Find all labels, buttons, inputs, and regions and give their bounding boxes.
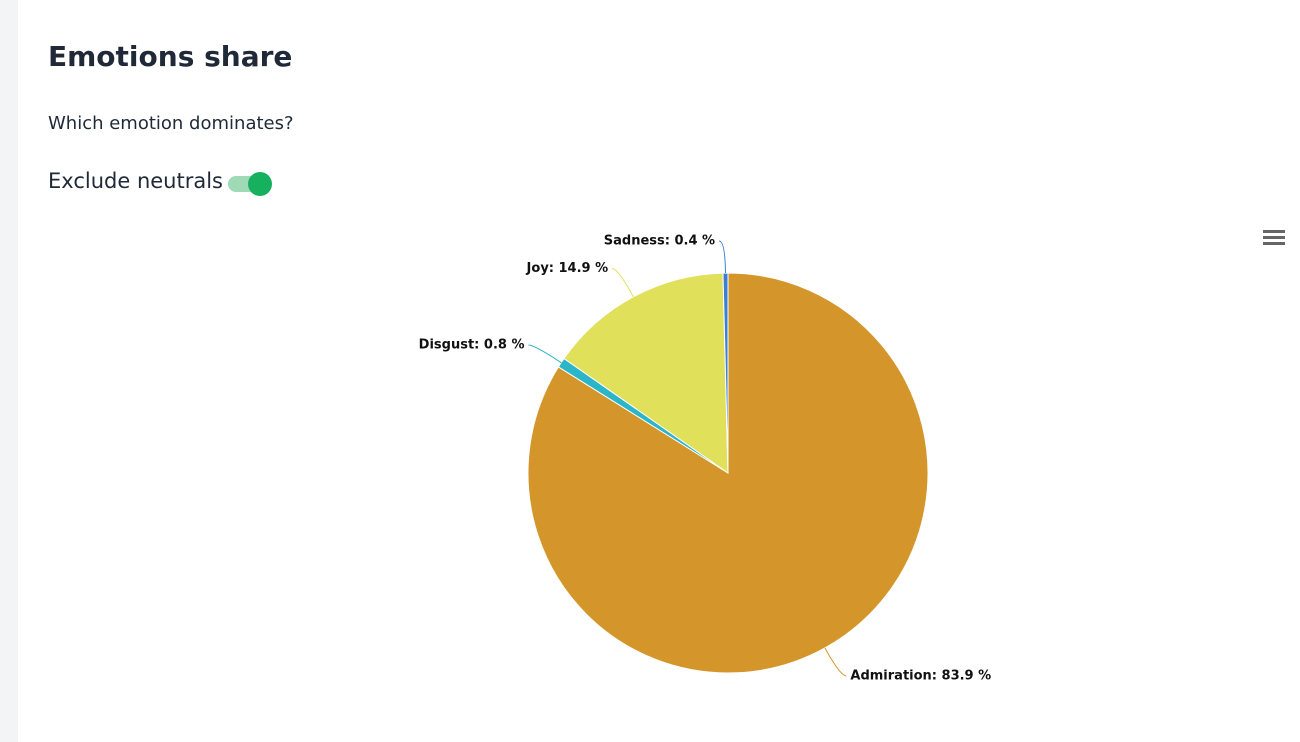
data-label: Sadness: 0.4 %	[604, 234, 715, 249]
data-label: Disgust: 0.8 %	[419, 338, 525, 353]
connector	[612, 268, 634, 298]
connector	[718, 240, 726, 274]
toggle-knob	[248, 172, 272, 196]
data-label: Admiration: 83.9 %	[850, 668, 991, 683]
connector	[824, 647, 847, 677]
card-subtitle: Which emotion dominates?	[48, 113, 294, 134]
chart-menu[interactable]	[1262, 227, 1286, 247]
toggle-switch[interactable]	[228, 172, 272, 196]
card-title: Emotions share	[48, 40, 293, 73]
data-label: Joy: 14.9 %	[526, 261, 609, 276]
connector	[528, 344, 562, 364]
pie-slice	[563, 272, 729, 474]
toggle-label: Exclude neutrals	[48, 169, 223, 193]
side-stripe	[0, 0, 18, 742]
